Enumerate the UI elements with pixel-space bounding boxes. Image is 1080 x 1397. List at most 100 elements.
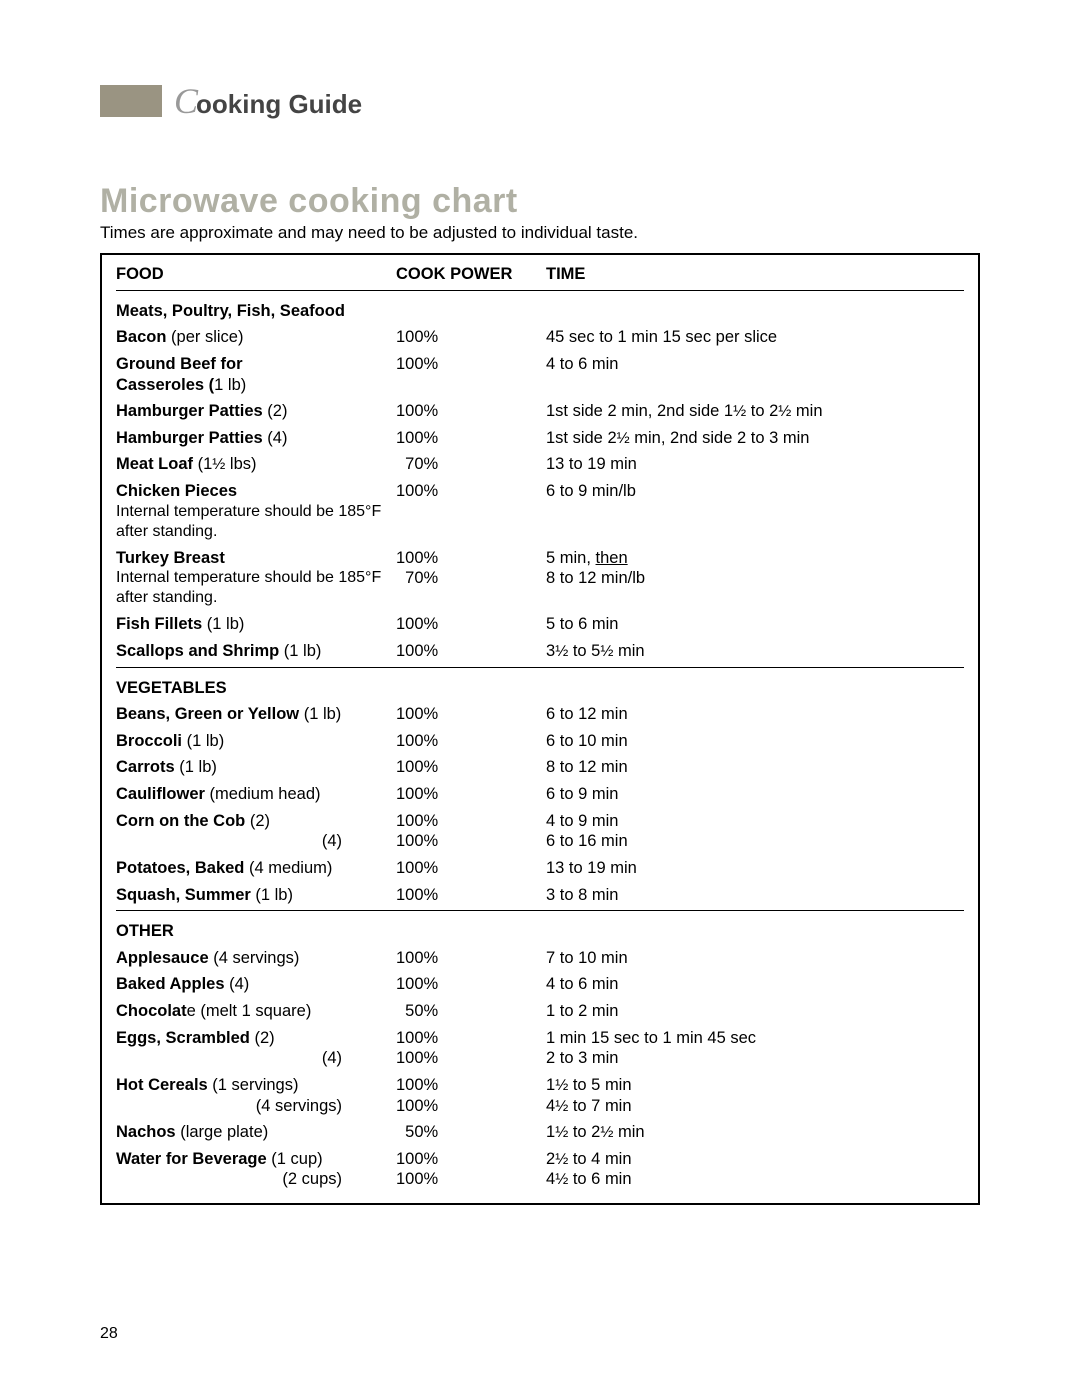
cell-food: Meat Loaf (1½ lbs) [116, 454, 396, 475]
table-row: Turkey BreastInternal temperature should… [116, 545, 964, 612]
cell-time: 1½ to 5 min4½ to 7 min [546, 1075, 964, 1116]
cell-time: 3 to 8 min [546, 885, 964, 906]
table-row: Hot Cereals (1 servings)(4 servings)100%… [116, 1072, 964, 1119]
guide-initial: C [174, 81, 198, 121]
cell-power: 100% [396, 401, 546, 422]
cell-time: 1st side 2 min, 2nd side 1½ to 2½ min [546, 401, 964, 422]
table-row: Fish Fillets (1 lb)100%5 to 6 min [116, 611, 964, 638]
header-rule [116, 290, 964, 291]
table-row: Applesauce (4 servings)100%7 to 10 min [116, 945, 964, 972]
table-row: Potatoes, Baked (4 medium)100%13 to 19 m… [116, 855, 964, 882]
cell-time: 4 to 6 min [546, 974, 964, 995]
table-row: Chocolate (melt 1 square) 50%1 to 2 min [116, 998, 964, 1025]
cell-power: 100% [396, 327, 546, 348]
cell-food: Eggs, Scrambled (2)(4) [116, 1028, 396, 1069]
cell-time: 2½ to 4 min4½ to 6 min [546, 1149, 964, 1190]
cell-food: Carrots (1 lb) [116, 757, 396, 778]
table-row: Water for Beverage (1 cup)(2 cups)100%10… [116, 1146, 964, 1193]
cell-time: 3½ to 5½ min [546, 641, 964, 662]
page: Cooking Guide Microwave cooking chart Ti… [0, 0, 1080, 1397]
cell-time: 7 to 10 min [546, 948, 964, 969]
cell-time: 1 to 2 min [546, 1001, 964, 1022]
section-rule [116, 910, 964, 911]
cell-food: Squash, Summer (1 lb) [116, 885, 396, 906]
cell-power: 100% [396, 858, 546, 879]
cell-power: 100% [396, 704, 546, 725]
section-heading: OTHER [116, 915, 964, 945]
table-row: Ground Beef forCasseroles (1 lb)100%4 to… [116, 351, 964, 398]
table-row: Nachos (large plate) 50%1½ to 2½ min [116, 1119, 964, 1146]
cell-food: Potatoes, Baked (4 medium) [116, 858, 396, 879]
page-header: Cooking Guide [100, 80, 980, 122]
cell-time: 13 to 19 min [546, 858, 964, 879]
cell-food: Applesauce (4 servings) [116, 948, 396, 969]
table-row: Carrots (1 lb)100%8 to 12 min [116, 754, 964, 781]
cell-power: 100% [396, 354, 546, 375]
cell-food: Corn on the Cob (2)(4) [116, 811, 396, 852]
table-row: Bacon (per slice)100%45 sec to 1 min 15 … [116, 324, 964, 351]
cell-power: 100% [396, 481, 546, 502]
brand-logo [100, 85, 162, 117]
cell-power: 100%100% [396, 1028, 546, 1069]
cell-power: 100% [396, 948, 546, 969]
cell-power: 100% [396, 641, 546, 662]
cell-time: 6 to 9 min/lb [546, 481, 964, 502]
cell-food: Hot Cereals (1 servings)(4 servings) [116, 1075, 396, 1116]
cell-time: 6 to 12 min [546, 704, 964, 725]
cell-power: 100%100% [396, 1149, 546, 1190]
cell-power: 100%100% [396, 811, 546, 852]
table-row: Scallops and Shrimp (1 lb)100%3½ to 5½ m… [116, 638, 964, 665]
section-heading: VEGETABLES [116, 672, 964, 702]
cell-food: Baked Apples (4) [116, 974, 396, 995]
cell-power: 100% [396, 757, 546, 778]
cell-time: 5 to 6 min [546, 614, 964, 635]
cell-time: 8 to 12 min [546, 757, 964, 778]
table-row: Hamburger Patties (4)100%1st side 2½ min… [116, 425, 964, 452]
table-row: Baked Apples (4)100%4 to 6 min [116, 971, 964, 998]
table-header-row: FOOD COOK POWER TIME [116, 261, 964, 288]
cell-power: 100% [396, 614, 546, 635]
section-heading: Meats, Poultry, Fish, Seafood [116, 295, 964, 325]
cell-food: Fish Fillets (1 lb) [116, 614, 396, 635]
cell-food: Broccoli (1 lb) [116, 731, 396, 752]
table-row: Squash, Summer (1 lb)100%3 to 8 min [116, 882, 964, 909]
cooking-chart-table: FOOD COOK POWER TIME Meats, Poultry, Fis… [100, 253, 980, 1205]
table-row: Corn on the Cob (2)(4)100%100%4 to 9 min… [116, 808, 964, 855]
table-row: Beans, Green or Yellow (1 lb)100%6 to 12… [116, 701, 964, 728]
guide-rest: ooking Guide [196, 89, 362, 119]
col-header-time: TIME [546, 264, 964, 285]
page-number: 28 [100, 1325, 118, 1343]
cell-food: Scallops and Shrimp (1 lb) [116, 641, 396, 662]
cell-time: 1st side 2½ min, 2nd side 2 to 3 min [546, 428, 964, 449]
cell-time: 6 to 10 min [546, 731, 964, 752]
table-row: Chicken PiecesInternal temperature shoul… [116, 478, 964, 545]
section-rule [116, 667, 964, 668]
cell-food: Ground Beef forCasseroles (1 lb) [116, 354, 396, 395]
table-row: Eggs, Scrambled (2)(4)100%100%1 min 15 s… [116, 1025, 964, 1072]
table-row: Broccoli (1 lb)100%6 to 10 min [116, 728, 964, 755]
cooking-guide-label: Cooking Guide [174, 80, 362, 122]
cell-time: 4 to 9 min6 to 16 min [546, 811, 964, 852]
cell-food: Bacon (per slice) [116, 327, 396, 348]
cell-power: 100% [396, 428, 546, 449]
cell-time: 4 to 6 min [546, 354, 964, 375]
col-header-power: COOK POWER [396, 264, 546, 285]
cell-food: Nachos (large plate) [116, 1122, 396, 1143]
cell-power: 100%100% [396, 1075, 546, 1116]
chart-title: Microwave cooking chart [100, 182, 980, 221]
cell-food: Beans, Green or Yellow (1 lb) [116, 704, 396, 725]
col-header-food: FOOD [116, 264, 396, 285]
chart-subtitle: Times are approximate and may need to be… [100, 223, 980, 243]
cell-food: Chicken PiecesInternal temperature shoul… [116, 481, 396, 542]
cell-power: 100% 70% [396, 548, 546, 589]
cell-food: Hamburger Patties (2) [116, 401, 396, 422]
cell-time: 45 sec to 1 min 15 sec per slice [546, 327, 964, 348]
cell-food: Chocolate (melt 1 square) [116, 1001, 396, 1022]
cell-power: 100% [396, 784, 546, 805]
cell-time: 6 to 9 min [546, 784, 964, 805]
cell-time: 5 min, then8 to 12 min/lb [546, 548, 964, 589]
table-row: Cauliflower (medium head)100%6 to 9 min [116, 781, 964, 808]
cell-time: 13 to 19 min [546, 454, 964, 475]
cell-power: 100% [396, 885, 546, 906]
cell-power: 100% [396, 974, 546, 995]
